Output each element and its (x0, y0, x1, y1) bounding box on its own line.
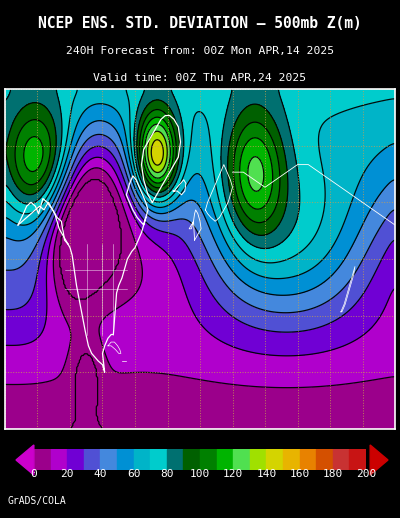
Bar (67, 449, 84, 470)
Bar (250, 449, 266, 470)
Text: 40: 40 (94, 469, 107, 479)
Bar (300, 449, 316, 470)
Bar (333, 449, 350, 470)
Bar (50, 449, 67, 470)
Bar (217, 449, 233, 470)
Text: 100: 100 (190, 469, 210, 479)
Text: 240H Forecast from: 00Z Mon APR,14 2025: 240H Forecast from: 00Z Mon APR,14 2025 (66, 46, 334, 56)
Bar (134, 449, 150, 470)
Bar (349, 449, 366, 470)
Bar (316, 449, 333, 470)
Bar (117, 449, 134, 470)
Bar (84, 449, 100, 470)
Bar (150, 449, 167, 470)
Bar (100, 449, 117, 470)
Text: 20: 20 (60, 469, 74, 479)
Polygon shape (370, 445, 388, 475)
Bar (183, 449, 200, 470)
Bar (283, 449, 300, 470)
Bar (266, 449, 283, 470)
Bar (200, 449, 217, 470)
Bar (233, 449, 250, 470)
Text: NCEP ENS. STD. DEVIATION – 500mb Z(m): NCEP ENS. STD. DEVIATION – 500mb Z(m) (38, 16, 362, 31)
Text: 0: 0 (31, 469, 37, 479)
Text: Valid time: 00Z Thu APR,24 2025: Valid time: 00Z Thu APR,24 2025 (94, 73, 306, 83)
Polygon shape (16, 445, 34, 475)
Text: 200: 200 (356, 469, 376, 479)
Text: 120: 120 (223, 469, 243, 479)
Text: 80: 80 (160, 469, 174, 479)
Bar (34, 449, 50, 470)
Bar (167, 449, 183, 470)
Text: 180: 180 (323, 469, 343, 479)
Text: 140: 140 (256, 469, 276, 479)
Text: GrADS/COLA: GrADS/COLA (8, 496, 67, 506)
Text: 60: 60 (127, 469, 140, 479)
Text: 160: 160 (290, 469, 310, 479)
